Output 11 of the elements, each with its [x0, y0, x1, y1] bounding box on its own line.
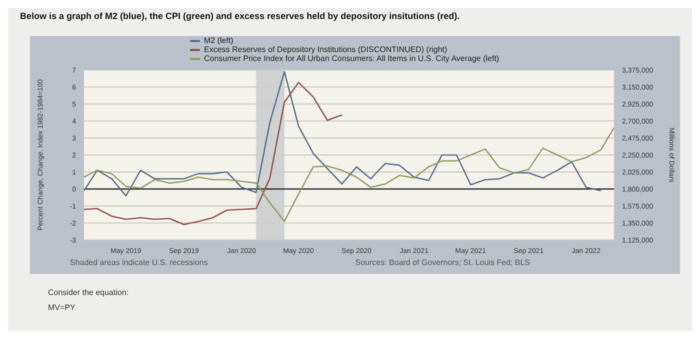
line-series [84, 71, 602, 196]
legend-label: Consumer Price Index for All Urban Consumers: All Items in U.S. City Average (left) [204, 54, 500, 63]
line-series [84, 127, 614, 222]
legend-label: M2 (left) [204, 36, 234, 45]
chart-title: Below is a graph of M2 (blue), the CPI (green) and excess reserves held by depository insitutions (red). [19, 10, 461, 23]
legend-label: Excess Reserves of Depository Institutions (DISCONTINUED) (right) [204, 45, 448, 54]
text: Consider the equation: [48, 288, 128, 297]
line-series [84, 82, 343, 226]
text: Shaded areas indicate U.S. recessions [70, 258, 208, 267]
text: MV=PY [48, 303, 76, 312]
source-note: Sources: Board of Governors; St. Louis Fed; BLS [355, 258, 530, 267]
